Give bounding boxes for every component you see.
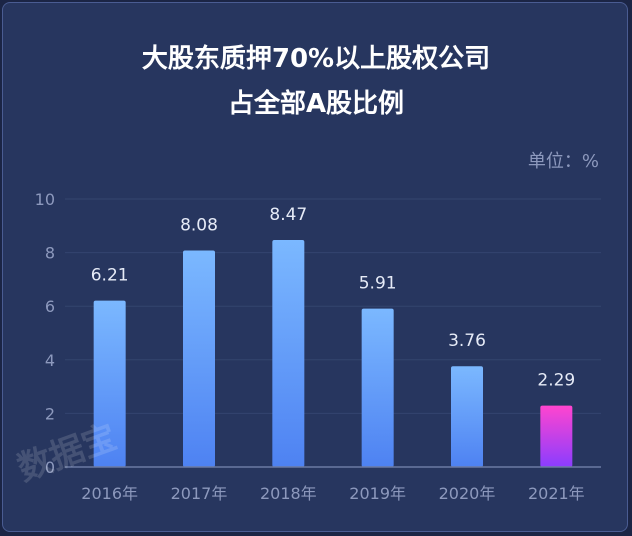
bar: [183, 250, 215, 467]
chart-card: 大股东质押70%以上股权公司 占全部A股比例 单位：% 0 2 4 6 8 10 6.21…: [2, 2, 628, 532]
x-tick-label: 2018年: [260, 484, 317, 503]
gridlines: [65, 198, 601, 414]
y-tick-label: 2: [45, 404, 55, 423]
data-label: 3.76: [448, 331, 486, 351]
y-tick-label: 6: [45, 297, 55, 316]
x-tick-label: 2019年: [349, 484, 406, 503]
data-label: 8.47: [269, 205, 307, 225]
y-tick-label: 8: [45, 244, 55, 263]
chart-title-line-2: 占全部A股比例: [228, 88, 404, 119]
x-axis-ticks: 2016年 2017年 2018年 2019年 2020年 2021年: [81, 484, 584, 503]
x-tick-label: 2017年: [171, 484, 228, 503]
bar-chart: 大股东质押70%以上股权公司 占全部A股比例 单位：% 0 2 4 6 8 10 6.21…: [12, 43, 601, 503]
x-tick-label: 2016年: [81, 484, 138, 503]
data-labels: 6.21 8.08 8.47 5.91 3.76 2.29: [91, 205, 576, 391]
x-tick-label: 2021年: [528, 484, 585, 503]
y-tick-label: 0: [45, 458, 55, 477]
y-tick-label: 4: [45, 351, 55, 370]
data-label: 6.21: [91, 266, 129, 286]
y-axis-ticks: 0 2 4 6 8 10: [35, 190, 55, 477]
bars: [93, 240, 573, 467]
watermark: 数据宝: [12, 417, 122, 489]
bar: [540, 405, 573, 467]
unit-label: 单位：%: [528, 151, 599, 172]
bar: [451, 366, 483, 467]
bar: [272, 240, 305, 467]
data-label: 5.91: [359, 274, 397, 294]
y-tick-label: 10: [35, 190, 55, 209]
data-label: 2.29: [537, 371, 575, 391]
bar: [93, 300, 126, 467]
data-label: 8.08: [180, 215, 218, 235]
bar: [361, 308, 394, 467]
chart-title-line-1: 大股东质押70%以上股权公司: [142, 43, 490, 74]
x-tick-label: 2020年: [439, 484, 496, 503]
